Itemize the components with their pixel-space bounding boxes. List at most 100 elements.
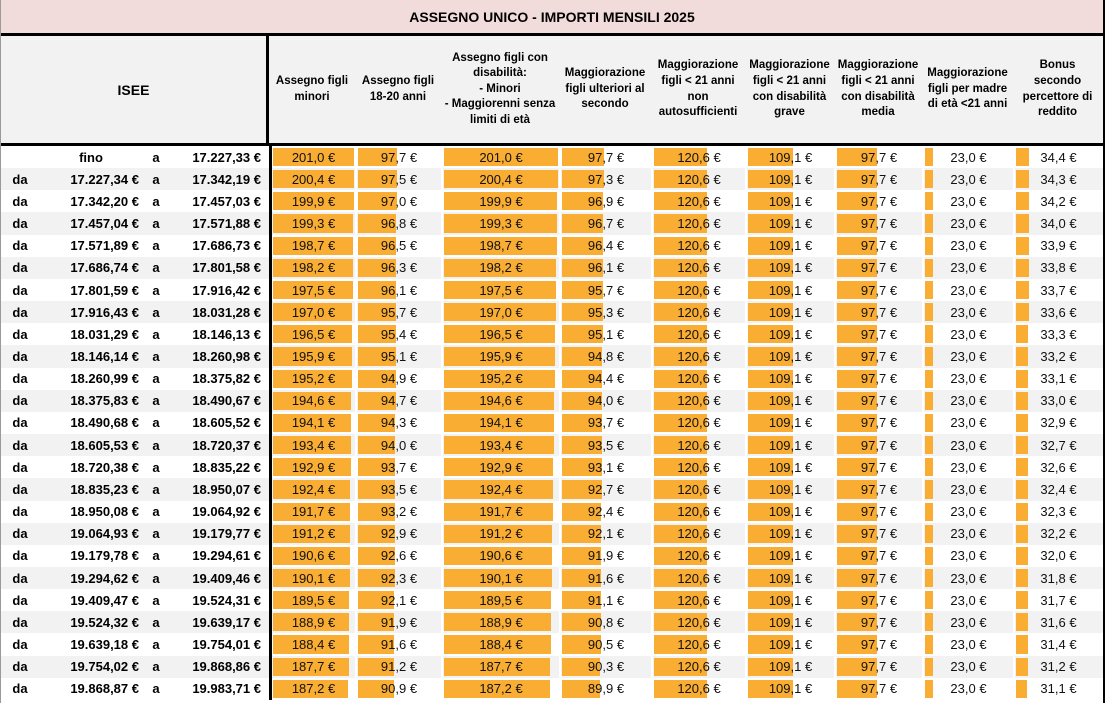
table-row: da 17.916,43 € a 18.031,28 € 197,0 € 95,7 € 19… — [1, 301, 1103, 324]
value-cell: 92,1 € — [355, 589, 441, 612]
data-bar — [444, 635, 551, 654]
value-cell: 109,1 € — [745, 589, 834, 612]
value-cell: 31,8 € — [1013, 566, 1102, 590]
value-cell: 120,6 € — [651, 655, 745, 678]
value-text: 92,9 € — [380, 526, 418, 542]
value-text: 109,1 € — [768, 637, 813, 653]
value-text: 95,7 € — [587, 282, 625, 298]
isee-from-cell: 17.227,34 € — [70, 171, 139, 187]
value-text: 32,2 € — [1040, 526, 1077, 542]
isee-to-cell: 17.571,88 € — [192, 216, 261, 232]
isee-da-label: da — [12, 437, 28, 453]
value-text: 120,6 € — [677, 193, 721, 209]
data-bar — [1016, 568, 1028, 588]
value-text: 33,2 € — [1040, 348, 1077, 364]
value-text: 34,2 € — [1040, 193, 1077, 209]
value-cell: 193,4 € — [269, 434, 355, 457]
value-text: 195,9 € — [479, 348, 523, 364]
value-cell: 32,2 € — [1013, 522, 1102, 545]
column-header-5: Maggiorazione figli < 21 anni non autosu… — [657, 59, 739, 119]
data-bar — [1016, 613, 1028, 632]
value-text: 109,1 € — [768, 504, 813, 520]
table-row: da 19.754,02 € a 19.868,86 € 187,7 € 91,2 € 18… — [1, 655, 1103, 678]
value-cell: 197,0 € — [441, 301, 559, 324]
value-cell: 97,7 € — [834, 345, 922, 368]
isee-da-label: da — [12, 238, 28, 254]
value-text: 97,7 € — [860, 548, 898, 564]
data-bar — [1016, 192, 1029, 211]
value-text: 198,7 € — [291, 238, 336, 254]
value-text: 109,1 € — [768, 371, 813, 387]
isee-from-cell: 17.801,59 € — [70, 282, 139, 298]
value-cell: 187,7 € — [441, 655, 559, 678]
value-text: 120,6 € — [677, 393, 721, 409]
data-bar — [1016, 258, 1029, 277]
value-cell: 199,9 € — [441, 190, 559, 213]
value-cell: 109,1 € — [745, 190, 834, 213]
data-bar — [654, 546, 708, 565]
isee-a-label: a — [152, 216, 160, 232]
isee-da-label: da — [12, 193, 28, 209]
data-bar — [925, 170, 934, 189]
isee-to-cell: 19.983,71 € — [192, 681, 261, 697]
value-cell: 97,7 € — [834, 234, 922, 257]
value-text: 120,6 € — [677, 614, 721, 630]
value-text: 96,8 € — [380, 216, 418, 232]
value-cell: 23,0 € — [922, 301, 1013, 324]
value-cell: 97,7 € — [834, 434, 922, 457]
value-cell: 33,8 € — [1013, 256, 1102, 279]
data-bar — [837, 635, 877, 654]
value-text: 23,0 € — [950, 681, 987, 697]
value-text: 120,6 € — [677, 216, 721, 232]
data-bar — [273, 214, 354, 233]
table-row: da 19.639,18 € a 19.754,01 € 188,4 € 91,6 € 18… — [1, 633, 1103, 656]
value-cell: 91,6 € — [355, 633, 441, 656]
data-bar — [837, 325, 877, 344]
data-bar — [1016, 480, 1029, 499]
data-bar — [273, 148, 354, 167]
isee-da-label: da — [12, 570, 28, 586]
isee-from-cell: 17.571,89 € — [70, 238, 139, 254]
isee-a-label: a — [152, 637, 160, 653]
data-bar — [837, 280, 877, 300]
value-text: 95,7 € — [380, 304, 418, 320]
data-bar — [273, 280, 353, 300]
isee-to-cell: 18.950,07 € — [192, 481, 261, 497]
value-text: 97,7 € — [860, 592, 898, 608]
data-bar — [273, 413, 352, 433]
value-cell: 109,1 € — [745, 411, 834, 435]
table-row: fino a 17.227,33 € 201,0 € 97,7 € 201,0 € 97,7… — [1, 146, 1103, 169]
data-bar — [273, 458, 351, 477]
value-text: 109,1 € — [768, 570, 813, 586]
value-cell: 23,0 € — [922, 323, 1013, 346]
value-text: 97,7 € — [860, 437, 898, 453]
value-text: 93,7 € — [587, 415, 625, 431]
data-bar — [654, 591, 708, 610]
value-cell: 97,7 € — [559, 146, 651, 169]
data-bar — [925, 524, 934, 543]
data-bar — [925, 347, 934, 366]
isee-from-cell: 17.342,20 € — [70, 193, 139, 209]
data-bar — [444, 524, 553, 543]
value-text: 187,2 € — [479, 681, 523, 697]
value-text: 197,5 € — [291, 282, 336, 298]
value-cell: 93,2 € — [355, 500, 441, 523]
value-cell: 94,9 € — [355, 367, 441, 390]
value-cell: 109,1 € — [745, 367, 834, 390]
table-row: da 18.490,68 € a 18.605,52 € 194,1 € 94,3 € 19… — [1, 411, 1103, 435]
data-bar — [358, 325, 396, 344]
value-cell: 34,4 € — [1013, 146, 1102, 169]
value-text: 190,1 € — [291, 570, 336, 586]
value-text: 120,6 € — [677, 260, 721, 276]
value-cell: 120,6 € — [651, 168, 745, 191]
value-cell: 198,7 € — [269, 234, 355, 257]
table-header-row: ISEE Assegno figli minori Assegno figli 1… — [1, 36, 1103, 146]
data-bar — [358, 546, 395, 565]
value-text: 23,0 € — [950, 459, 987, 475]
value-cell: 187,2 € — [441, 677, 559, 700]
value-cell: 200,4 € — [441, 168, 559, 191]
isee-to-cell: 18.720,37 € — [192, 437, 261, 453]
isee-a-label: a — [152, 348, 160, 364]
value-cell: 189,5 € — [441, 589, 559, 612]
value-text: 188,9 € — [291, 614, 336, 630]
